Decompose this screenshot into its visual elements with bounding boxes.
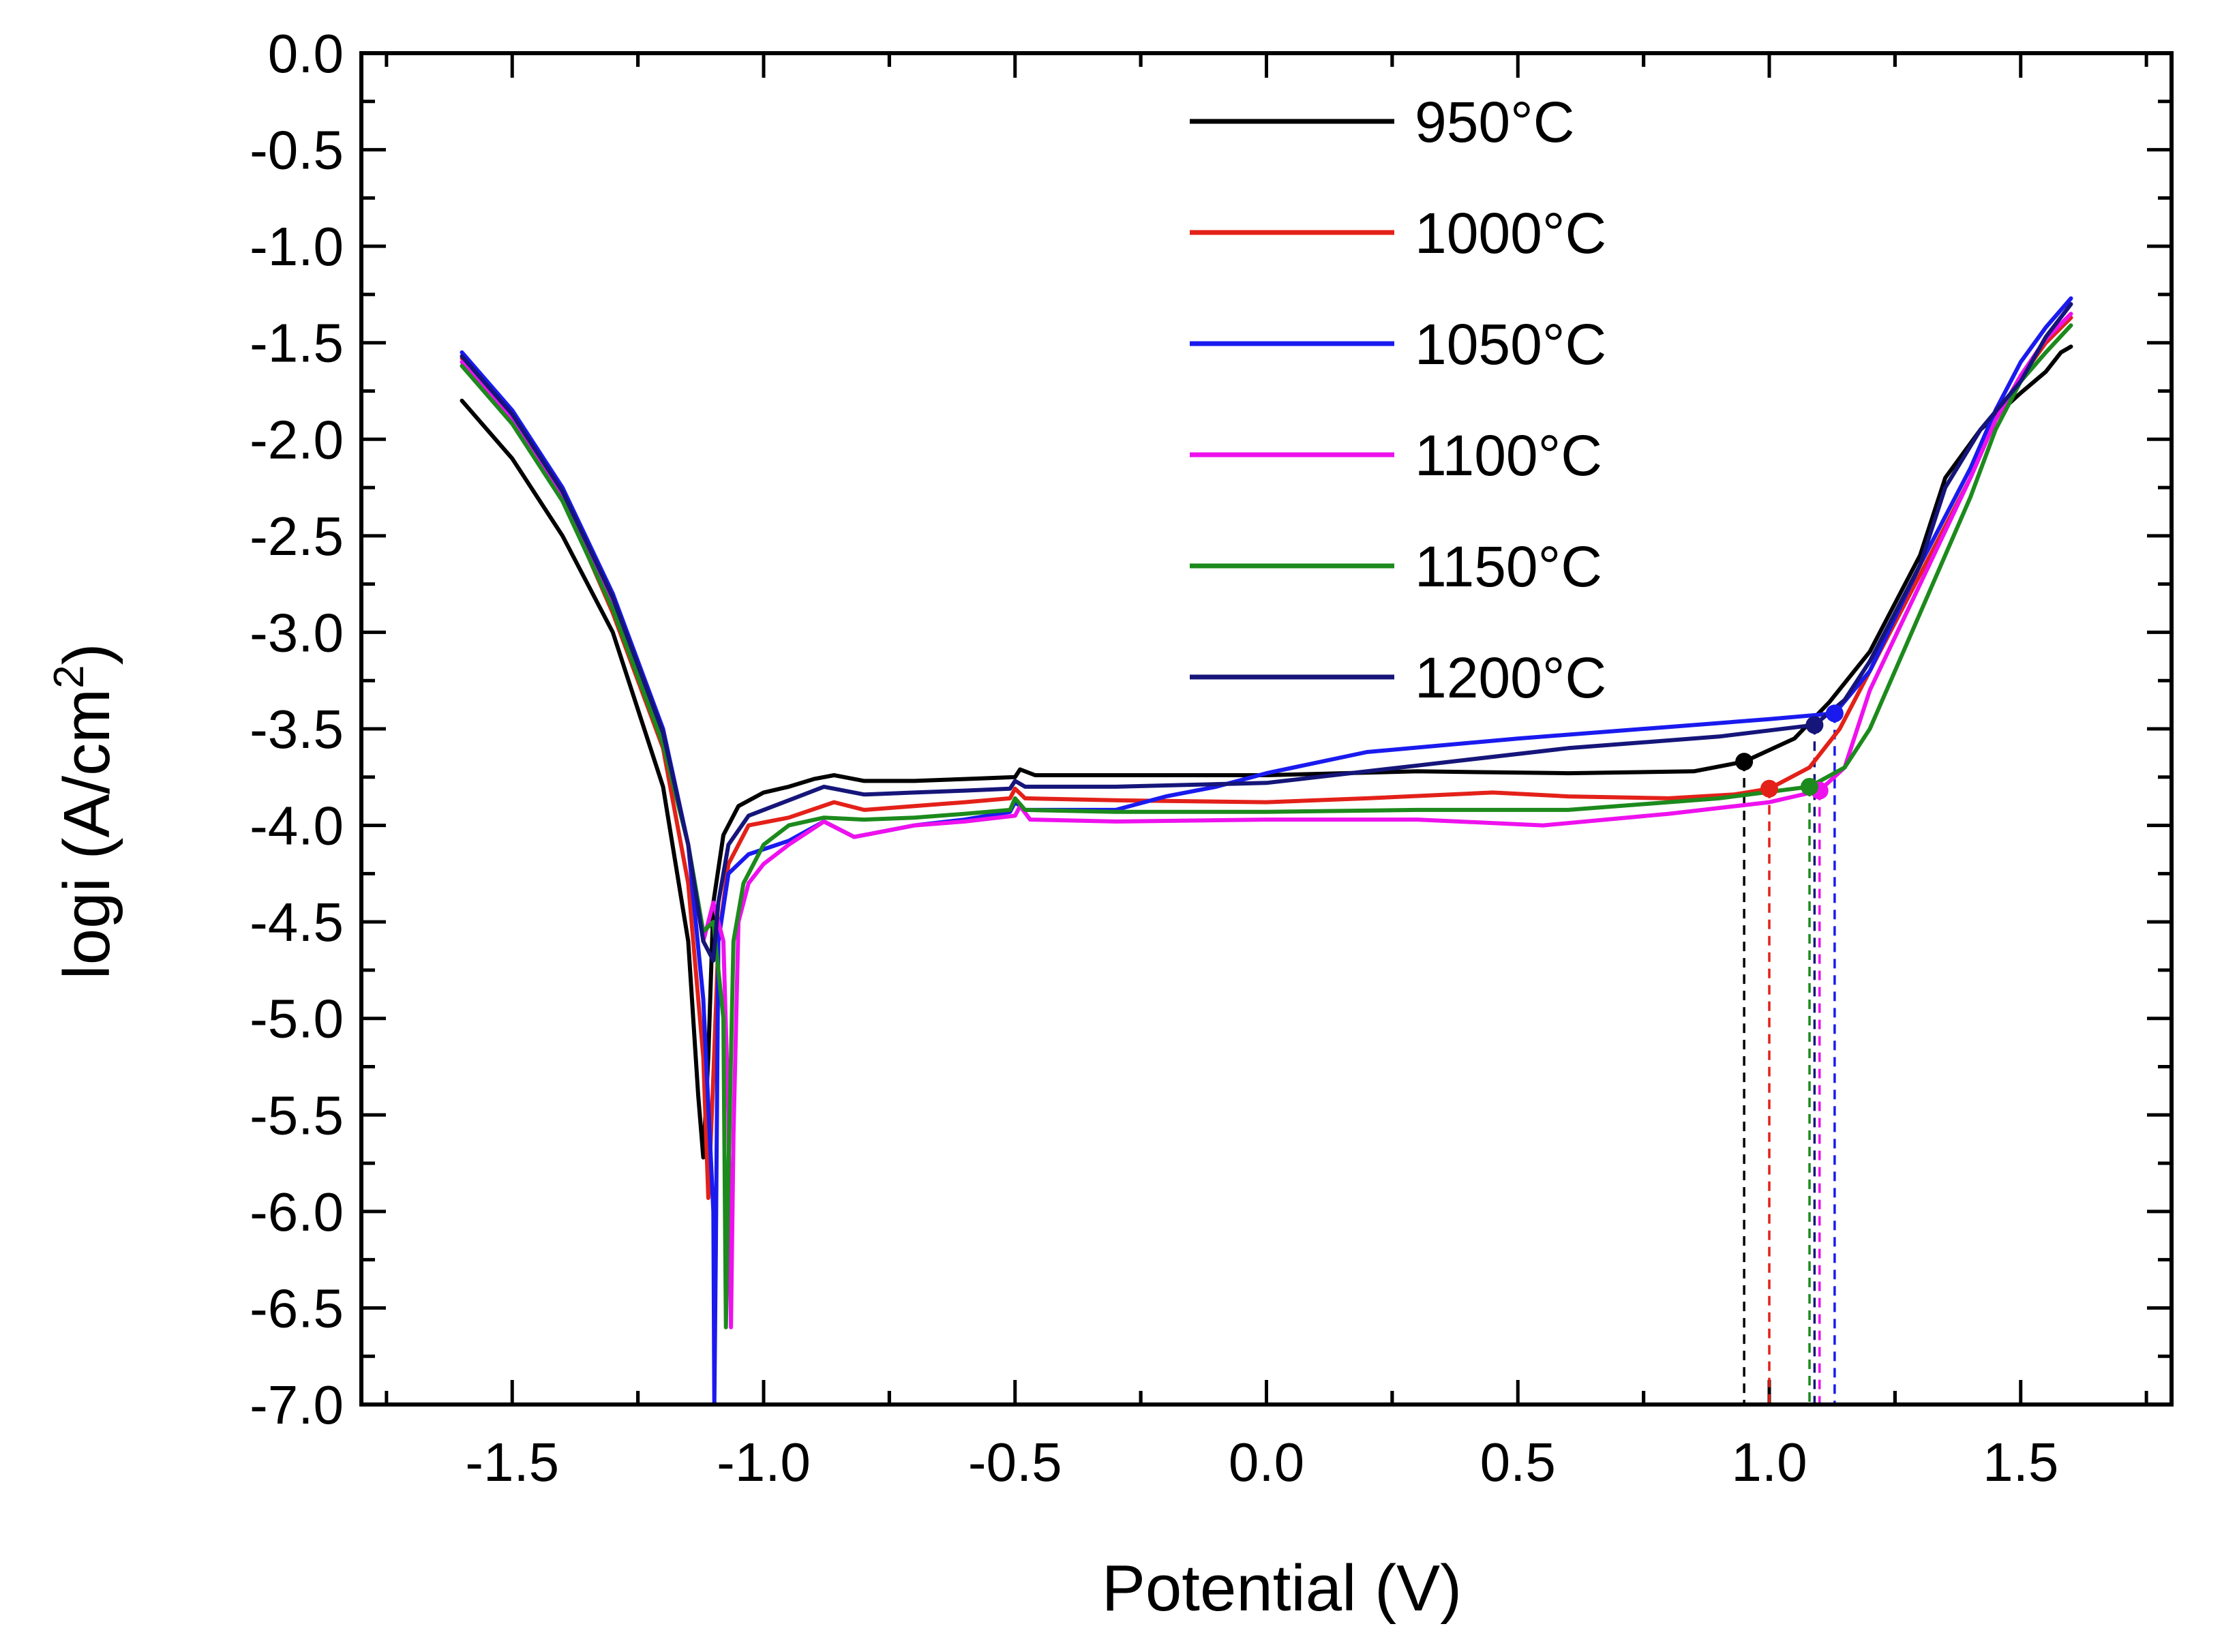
breakdown-marker-1000°C — [1760, 779, 1778, 798]
y-tick-label: -6.0 — [250, 1182, 344, 1242]
breakdown-marker-1200°C — [1805, 716, 1824, 734]
y-tick-label: -7.0 — [250, 1375, 344, 1435]
legend: 950°C 1000°C 1050°C 1100°C 1150°C 1200°C — [1190, 90, 1606, 710]
x-tick-label: 0.0 — [1229, 1432, 1304, 1492]
x-tick-label: 0.5 — [1480, 1432, 1556, 1492]
series-line-950°C — [460, 344, 2073, 1160]
y-tick-label: -0.5 — [250, 120, 344, 181]
series-line-1100°C — [460, 312, 2073, 1330]
y-tick-label: -3.0 — [250, 602, 344, 663]
y-tick-label: -5.5 — [250, 1085, 344, 1145]
y-tick-labels: 0.0 -0.5 -1.0 -1.5 -2.0 -2.5 -3.0 -3.5 -4.0 -4.5 -… — [250, 23, 344, 1435]
legend-label-1200°C: 1200°C — [1415, 646, 1606, 710]
breakdown-marker-1150°C — [1801, 777, 1818, 796]
breakdown-markers — [1735, 704, 1844, 800]
breakdown-marker-950°C — [1735, 753, 1754, 771]
x-tick-label: -1.0 — [717, 1432, 811, 1492]
y-tick-label: -6.5 — [250, 1278, 344, 1338]
breakdown-droplines — [1743, 713, 1836, 1405]
x-tick-label: 1.5 — [1983, 1432, 2058, 1492]
series-lines — [460, 296, 2073, 1407]
y-axis-title-close: ) — [50, 643, 123, 665]
y-axis-title-main: logi (A/cm — [50, 689, 123, 980]
y-tick-label: -1.0 — [250, 216, 344, 277]
legend-label-1000°C: 1000°C — [1415, 201, 1606, 265]
y-axis-title-superscript: 2 — [46, 665, 93, 688]
series-line-1200°C — [460, 302, 2073, 963]
y-tick-label: -3.5 — [250, 699, 344, 760]
y-tick-label: -4.0 — [250, 796, 344, 856]
x-tick-label: 1.0 — [1731, 1432, 1807, 1492]
y-tick-label: -2.5 — [250, 506, 344, 567]
legend-label-1150°C: 1150°C — [1415, 535, 1602, 599]
x-tick-label: -1.5 — [465, 1432, 559, 1492]
x-axis-title: Potential (V) — [1102, 1552, 1462, 1625]
y-axis-title: logi (A/cm2) — [46, 643, 123, 979]
breakdown-marker-1050°C — [1825, 704, 1844, 723]
y-tick-label: -1.5 — [250, 313, 344, 374]
legend-label-950°C: 950°C — [1415, 90, 1574, 154]
x-tick-label: -0.5 — [968, 1432, 1062, 1492]
x-tick-labels: -1.5 -1.0 -0.5 0.0 0.5 1.0 1.5 — [465, 1432, 2058, 1492]
y-tick-label: -2.0 — [250, 409, 344, 470]
y-tick-label: -5.0 — [250, 989, 344, 1049]
y-tick-label: -4.5 — [250, 892, 344, 952]
plot-frame — [359, 51, 2174, 1407]
legend-label-1050°C: 1050°C — [1415, 312, 1606, 376]
legend-label-1100°C: 1100°C — [1415, 423, 1602, 487]
y-tick-label: 0.0 — [268, 23, 344, 84]
